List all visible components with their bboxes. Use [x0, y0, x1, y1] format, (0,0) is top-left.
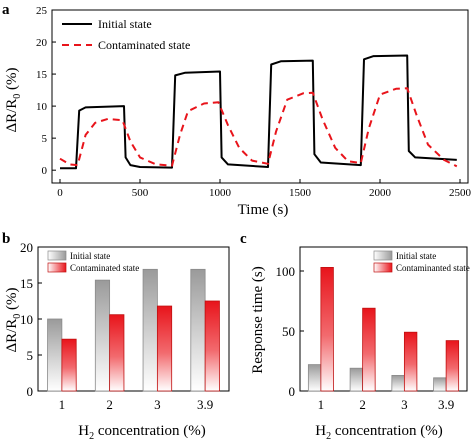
legend-swatch	[47, 250, 67, 261]
legend-label-a: Contaminated state	[98, 38, 190, 52]
legend-swatch	[373, 250, 393, 261]
bar-contaminated	[445, 340, 460, 392]
bar-initial	[47, 318, 63, 392]
legend-label: Contaminanted state	[396, 263, 470, 273]
bar-initial	[433, 377, 447, 392]
bar-initial	[307, 364, 322, 392]
bar-contaminated	[61, 338, 77, 392]
panel-c: c Response time (s) H2 concentration (%)…	[240, 231, 470, 441]
bar-contaminated	[156, 305, 173, 392]
y-tick-label: 50	[282, 324, 295, 339]
x-tick-label: 3	[154, 397, 161, 412]
x-tick-label-a: 2000	[369, 187, 392, 199]
y-tick-label-a: 25	[36, 5, 48, 17]
bar-initial	[391, 374, 405, 392]
x-axis-label-b: H2 concentration (%)	[78, 423, 205, 441]
bar-initial	[190, 268, 206, 392]
bar-contaminated	[320, 266, 334, 392]
x-tick-label: 2	[359, 397, 366, 412]
series-line-contaminated	[59, 87, 458, 168]
panel-label-c: c	[240, 231, 247, 247]
x-tick-label-a: 0	[57, 187, 63, 199]
x-tick-label: 2	[106, 397, 113, 412]
legend-label-a: Initial state	[98, 17, 152, 31]
legend-swatch	[373, 262, 393, 273]
panel-label-b: b	[2, 231, 10, 247]
y-tick-label-a: 10	[36, 101, 48, 113]
bar-initial	[142, 268, 158, 392]
legend-label: Initial state	[396, 251, 436, 261]
bar-contaminated	[403, 331, 418, 392]
x-axis-label-a: Time (s)	[238, 202, 289, 218]
y-axis-label-a: ΔR/R0 (%)	[4, 67, 23, 132]
y-tick-label-a: 15	[36, 69, 48, 81]
bar-initial	[94, 279, 111, 392]
plot-frame-a	[51, 9, 469, 184]
bar-contaminated	[109, 314, 125, 392]
x-tick-label: 3.9	[197, 397, 213, 412]
panel-a: a ΔR/R0 (%) Time (s) 0 500 1000 1500 2000 250…	[2, 2, 472, 218]
x-tick-label-a: 500	[132, 187, 149, 199]
panel-label-a: a	[2, 2, 10, 18]
bar-initial	[349, 367, 364, 392]
y-tick-label: 15	[20, 276, 33, 291]
y-tick-label-a: 20	[36, 37, 48, 49]
legend-label: Contaminated state	[70, 263, 139, 273]
y-tick-label: 20	[20, 240, 33, 255]
y-tick-label: 0	[289, 384, 296, 399]
y-tick-label: 100	[276, 264, 296, 279]
bar-contaminated	[204, 300, 220, 392]
x-tick-label: 3	[401, 397, 408, 412]
y-axis-label-c: Response time (s)	[250, 266, 266, 373]
series-line-initial	[60, 54, 457, 170]
x-tick-label: 3.9	[438, 397, 454, 412]
y-tick-label-a: 5	[42, 133, 48, 145]
legend-label: Initial state	[70, 251, 110, 261]
x-tick-label: 1	[59, 397, 66, 412]
x-axis-label-c: H2 concentration (%)	[315, 423, 442, 441]
bar-contaminated	[362, 307, 376, 392]
y-tick-label: 5	[27, 348, 34, 363]
panel-b: b ΔR/R0 (%) H2 concentration (%) 0 5 10 15 2…	[2, 231, 230, 441]
x-tick-label: 1	[318, 397, 325, 412]
y-axis-label-b: ΔR/R0 (%)	[4, 287, 23, 352]
y-tick-label: 0	[27, 384, 34, 399]
x-tick-label-a: 2500	[449, 187, 472, 199]
legend-swatch	[47, 262, 67, 273]
y-tick-label: 10	[20, 312, 33, 327]
x-tick-label-a: 1500	[289, 187, 312, 199]
x-tick-label-a: 1000	[209, 187, 232, 199]
plot-frame-panelC	[299, 246, 468, 392]
y-tick-label-a: 0	[42, 165, 48, 177]
